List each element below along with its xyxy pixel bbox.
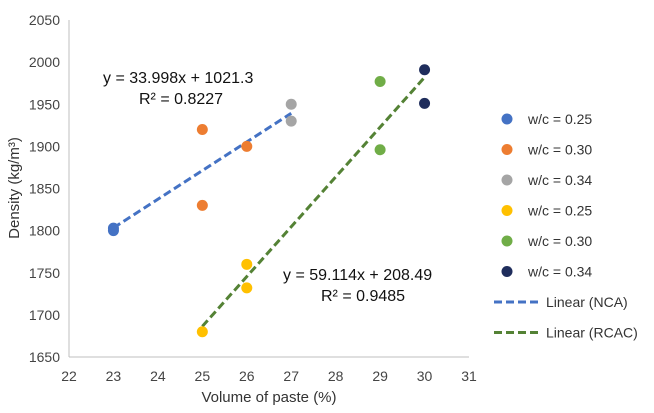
nca-equation: y = 33.998x + 1021.3: [103, 70, 253, 87]
rcac-equation: y = 59.114x + 208.49: [283, 267, 432, 284]
nca-r2: R² = 0.8227: [139, 91, 223, 108]
y-tick-label: 1950: [29, 96, 60, 112]
data-point-series-3: [241, 258, 253, 270]
y-tick-label: 2000: [29, 54, 60, 70]
data-point-series-1: [241, 140, 253, 152]
data-point-series-0: [107, 222, 119, 234]
data-point-series-3: [196, 326, 208, 338]
legend: w/c = 0.25 w/c = 0.30 w/c = 0.34 w/c = 0.25…: [494, 111, 638, 341]
data-point-series-4: [374, 144, 386, 156]
legend-label: w/c = 0.34: [527, 172, 592, 188]
data-point-series-4: [374, 76, 386, 88]
data-point-series-3: [241, 282, 253, 294]
legend-marker: [501, 174, 513, 186]
data-point-series-5: [419, 64, 431, 76]
data-point-series-2: [285, 98, 297, 110]
y-tick-label: 1750: [29, 265, 60, 281]
trendline-layer: [112, 76, 426, 328]
x-tick-label: 25: [195, 368, 211, 384]
x-tick-label: 23: [106, 368, 122, 384]
x-tick-label: 22: [61, 368, 77, 384]
rcac-r2: R² = 0.9485: [321, 288, 405, 305]
x-tick-label: 27: [283, 368, 299, 384]
legend-label: w/c = 0.25: [527, 111, 592, 127]
data-point-series-5: [419, 97, 431, 109]
legend-label: w/c = 0.25: [527, 203, 592, 219]
x-axis-title: Volume of paste (%): [201, 389, 336, 406]
legend-label: w/c = 0.30: [527, 233, 592, 249]
legend-marker: [501, 266, 513, 277]
y-tick-label: 1850: [29, 181, 60, 197]
x-tick-label: 29: [372, 368, 388, 384]
x-tick-label: 24: [150, 368, 166, 384]
y-tick-label: 1900: [29, 138, 60, 154]
data-point-series-2: [285, 115, 297, 127]
data-point-series-1: [196, 199, 208, 211]
y-axis-title: Density (kg/m³): [6, 137, 23, 239]
legend-marker: [501, 205, 513, 216]
x-tick-label: 28: [328, 368, 344, 384]
point-layer: [107, 64, 431, 338]
x-tick-label: 26: [239, 368, 255, 384]
y-tick-label: 1700: [29, 307, 60, 323]
data-point-series-1: [196, 124, 208, 136]
legend-marker: [501, 235, 513, 247]
tick-layer: 22 23 24 25 26 27 28 29 30 31 1650 1700 1750 1800 1850…: [29, 12, 477, 384]
y-tick-label: 1800: [29, 223, 60, 239]
legend-marker: [501, 113, 513, 125]
legend-marker: [501, 144, 513, 155]
legend-label: Linear (NCA): [546, 294, 628, 310]
legend-label: w/c = 0.30: [527, 142, 592, 158]
y-tick-label: 1650: [29, 349, 60, 365]
y-tick-label: 2050: [29, 12, 60, 28]
legend-label: Linear (RCAC): [546, 325, 638, 341]
legend-label: w/c = 0.34: [527, 264, 592, 280]
x-tick-label: 30: [417, 368, 433, 384]
trendline-rcac: [201, 76, 426, 328]
x-tick-label: 31: [461, 368, 477, 384]
